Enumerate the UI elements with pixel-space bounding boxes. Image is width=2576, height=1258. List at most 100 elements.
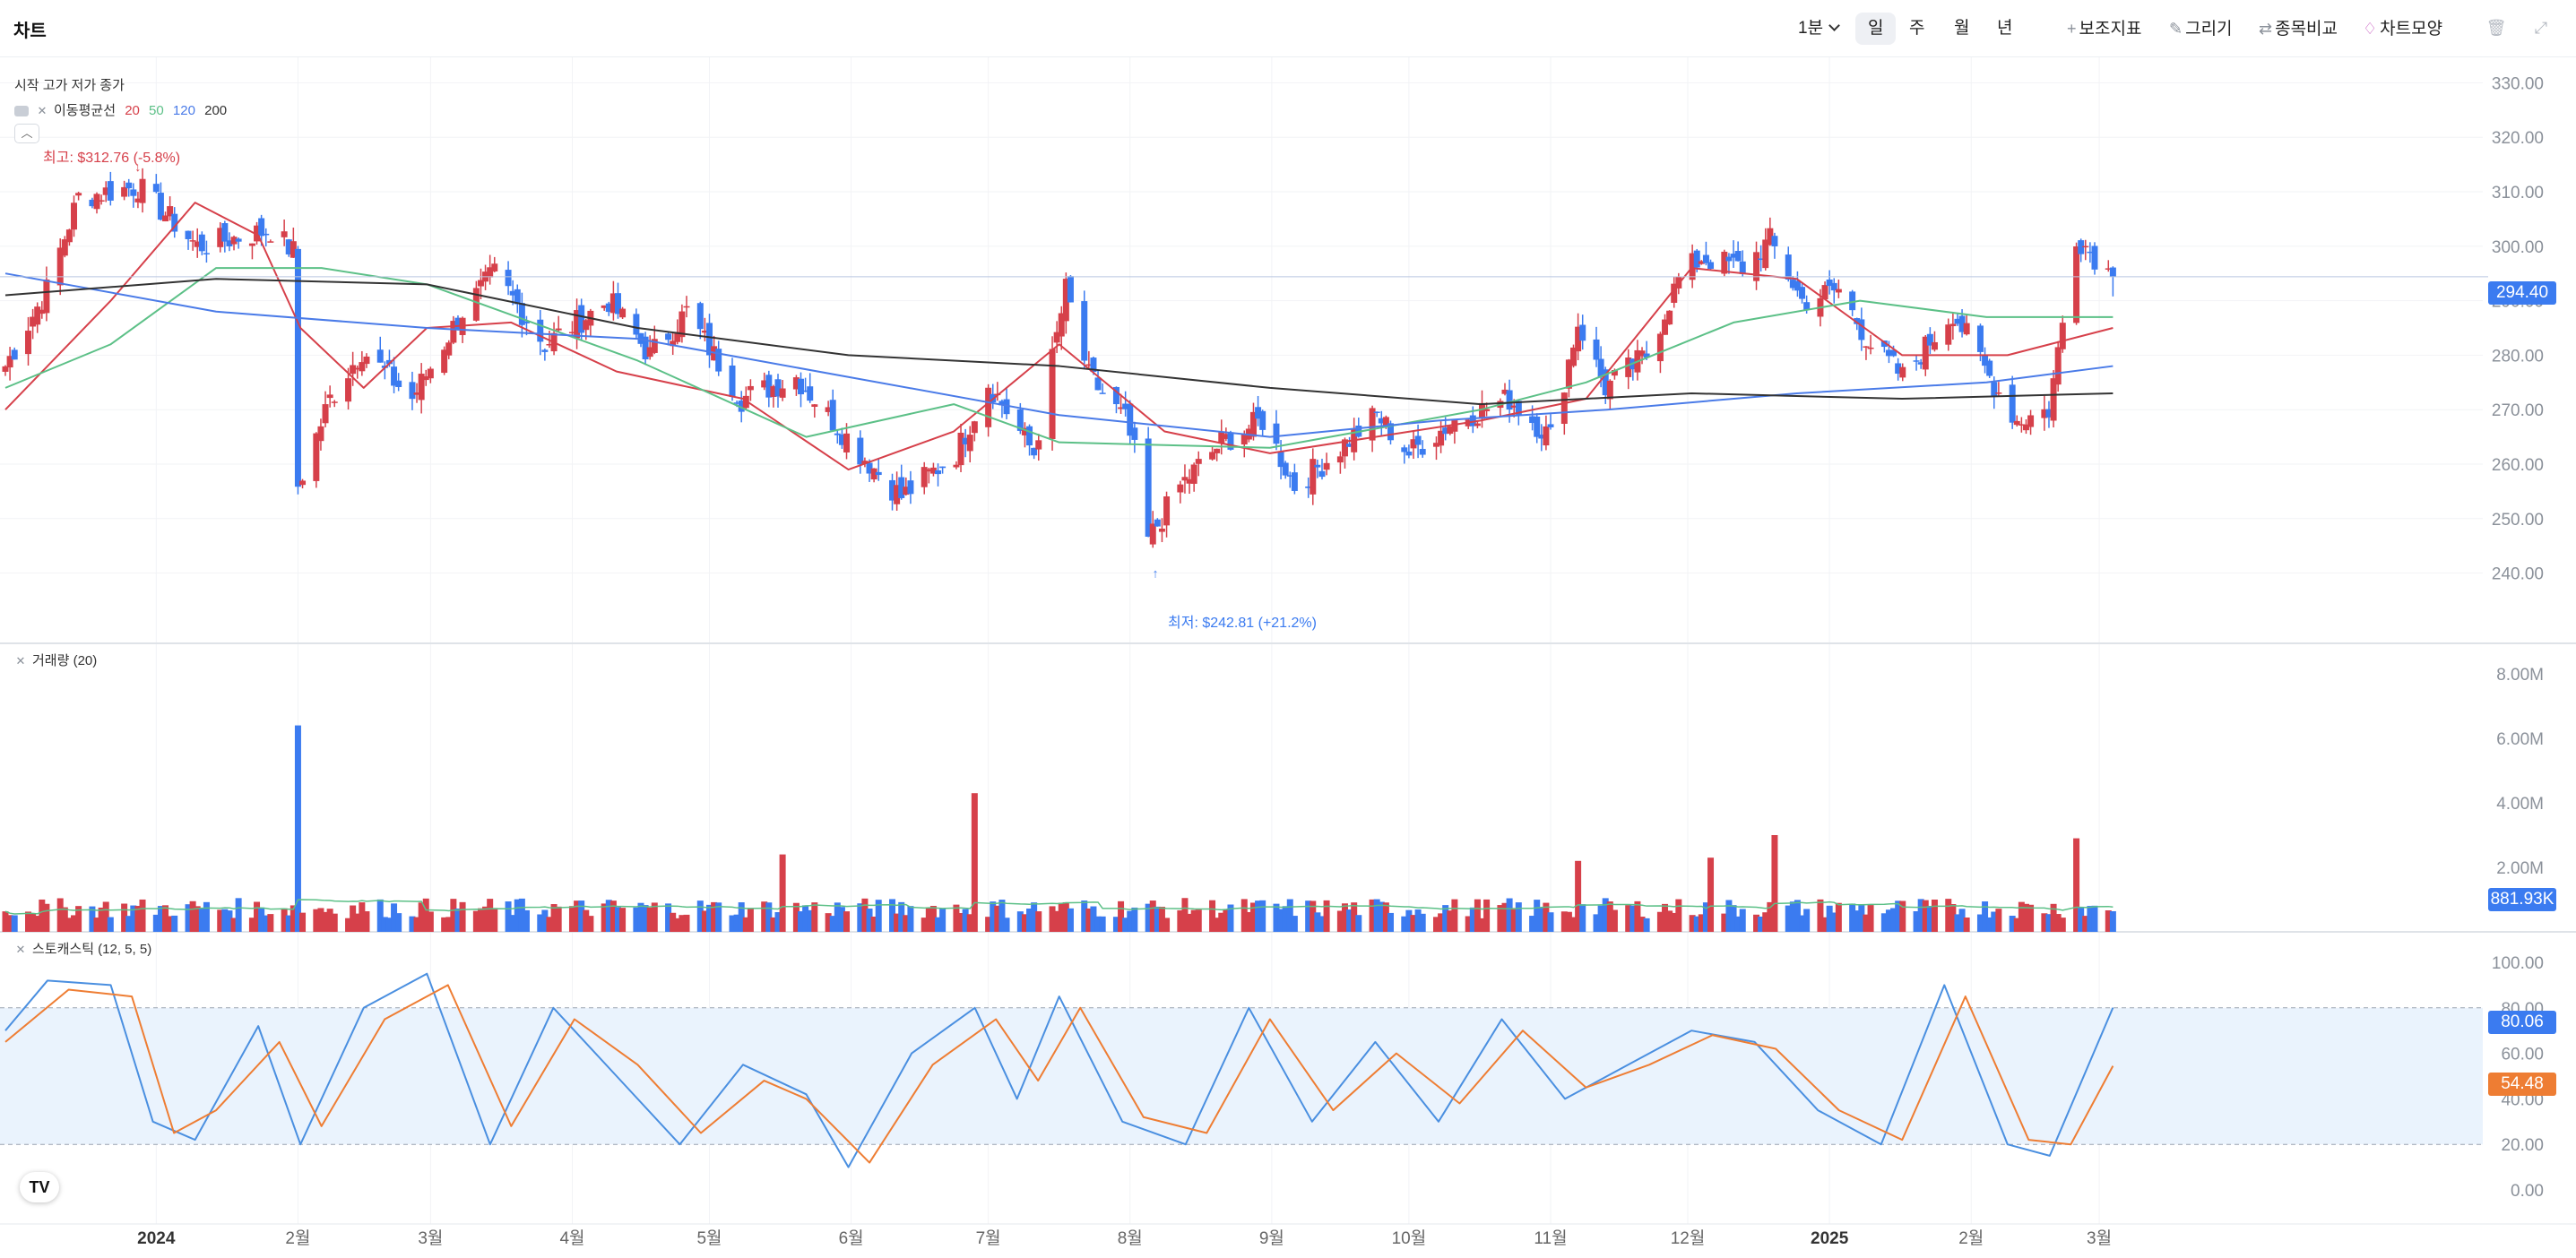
volume-bar bbox=[792, 902, 800, 932]
volume-bar bbox=[857, 903, 864, 932]
volume-bar bbox=[555, 906, 562, 932]
chart-style-button[interactable]: ♢ 차트모양 bbox=[2363, 13, 2442, 45]
candle bbox=[1579, 314, 1586, 350]
candle bbox=[1863, 346, 1870, 360]
candle bbox=[185, 230, 192, 250]
volume-bar bbox=[418, 902, 425, 932]
candle bbox=[1291, 463, 1298, 495]
indicator-button[interactable]: + 보조지표 bbox=[2067, 13, 2141, 45]
eye-icon[interactable] bbox=[14, 106, 29, 117]
close-icon[interactable]: ✕ bbox=[15, 943, 26, 956]
volume-bar bbox=[1643, 918, 1650, 932]
volume-bar bbox=[1255, 900, 1262, 932]
volume-bar bbox=[1099, 916, 1106, 932]
volume-bar bbox=[966, 914, 973, 932]
close-icon[interactable]: ✕ bbox=[37, 104, 48, 117]
candle bbox=[861, 457, 869, 468]
volume-bar bbox=[683, 914, 690, 932]
tab-year[interactable]: 년 bbox=[1997, 19, 2013, 38]
volume-bar bbox=[765, 902, 773, 932]
volume-bar bbox=[1931, 899, 1938, 932]
volume-bar bbox=[939, 908, 947, 932]
tradingview-logo-icon[interactable]: TV bbox=[20, 1172, 59, 1202]
volume-bar bbox=[322, 911, 329, 932]
volume-bar bbox=[870, 917, 877, 932]
volume-bar bbox=[359, 902, 366, 932]
volume-bar bbox=[1762, 912, 1769, 932]
volume-bar bbox=[1725, 900, 1733, 932]
volume-bar bbox=[189, 900, 196, 932]
candle bbox=[966, 426, 973, 463]
candle bbox=[1725, 253, 1733, 274]
candle bbox=[742, 386, 749, 410]
candle bbox=[285, 238, 292, 257]
candle bbox=[130, 183, 137, 208]
volume-bar bbox=[1638, 917, 1646, 932]
price-tick-label: 270.00 bbox=[2492, 401, 2544, 420]
candle bbox=[217, 222, 224, 253]
price-axis[interactable]: 330.00320.00310.00300.00290.00280.00270.… bbox=[2492, 74, 2544, 583]
draw-button[interactable]: ✎ 그리기 bbox=[2169, 13, 2233, 45]
stoch-band bbox=[0, 1007, 2483, 1145]
candle bbox=[574, 298, 581, 349]
volume-bar bbox=[1949, 904, 1957, 932]
volume-bar bbox=[1634, 900, 1641, 932]
candle bbox=[1118, 393, 1125, 414]
candle bbox=[1625, 349, 1632, 390]
candle bbox=[1405, 444, 1413, 459]
candle bbox=[1662, 314, 1669, 335]
volume-bar bbox=[807, 909, 814, 932]
candle bbox=[834, 429, 841, 444]
volume-bar bbox=[1849, 903, 1856, 932]
volume-bar bbox=[843, 911, 851, 932]
candle bbox=[1771, 232, 1778, 259]
candle bbox=[39, 301, 46, 319]
expand-icon[interactable]: ⤢ bbox=[2534, 19, 2548, 37]
volume-bar bbox=[235, 898, 242, 932]
volume-bar bbox=[971, 793, 978, 932]
compare-button[interactable]: ⇄ 종목비교 bbox=[2259, 13, 2338, 45]
volume-bar bbox=[230, 918, 238, 932]
time-axis[interactable]: 2024 2월 3월 4월 5월 6월 7월 8월 9월 10월 11월 12월 2025 2월 3월 bbox=[137, 1228, 2112, 1248]
tab-month[interactable]: 월 bbox=[1954, 19, 1970, 38]
stoch-d-line bbox=[4, 984, 2114, 1164]
candle bbox=[505, 261, 512, 296]
collapse-button[interactable]: ︿ bbox=[14, 124, 39, 143]
trash-icon[interactable]: 🗑 bbox=[2485, 19, 2507, 37]
candle bbox=[248, 243, 255, 260]
volume-bar bbox=[1702, 902, 1709, 932]
volume-bar bbox=[2091, 905, 2098, 932]
chart-style-icon: ♢ bbox=[2363, 20, 2378, 38]
candle bbox=[1593, 326, 1600, 367]
interval-dropdown[interactable]: 1분 bbox=[1798, 13, 1840, 45]
time-tick-label: 5월 bbox=[696, 1228, 722, 1248]
candle bbox=[1058, 306, 1065, 350]
candle bbox=[1954, 314, 1961, 326]
volume-bar bbox=[98, 907, 105, 932]
volume-bar bbox=[541, 909, 549, 932]
candle bbox=[171, 207, 178, 238]
candle bbox=[1931, 331, 1938, 352]
volume-bar bbox=[1035, 911, 1042, 932]
volume-bar bbox=[1689, 915, 1696, 932]
close-icon[interactable]: ✕ bbox=[15, 654, 26, 668]
candle bbox=[1799, 282, 1806, 304]
tab-week[interactable]: 주 bbox=[1909, 19, 1925, 38]
volume-bar bbox=[907, 906, 914, 932]
volume-bar bbox=[1026, 909, 1033, 932]
chart-canvas[interactable]: ↓↑330.00320.00310.00300.00290.00280.0027… bbox=[0, 57, 2576, 1258]
volume-bar bbox=[674, 918, 681, 932]
volume-bar bbox=[518, 898, 525, 932]
volume-bar bbox=[1414, 909, 1422, 932]
candle bbox=[1062, 272, 1069, 334]
volume-tick-label: 2.00M bbox=[2496, 859, 2544, 878]
tab-day[interactable]: 일 bbox=[1855, 13, 1897, 45]
volume-bar bbox=[1963, 917, 1970, 932]
candle bbox=[1067, 275, 1074, 303]
volume-bar bbox=[1789, 901, 1796, 932]
candle bbox=[1830, 278, 1837, 304]
candle bbox=[1638, 347, 1646, 365]
candle bbox=[2009, 375, 2016, 429]
candle bbox=[674, 319, 681, 345]
volume-bar bbox=[381, 917, 388, 932]
